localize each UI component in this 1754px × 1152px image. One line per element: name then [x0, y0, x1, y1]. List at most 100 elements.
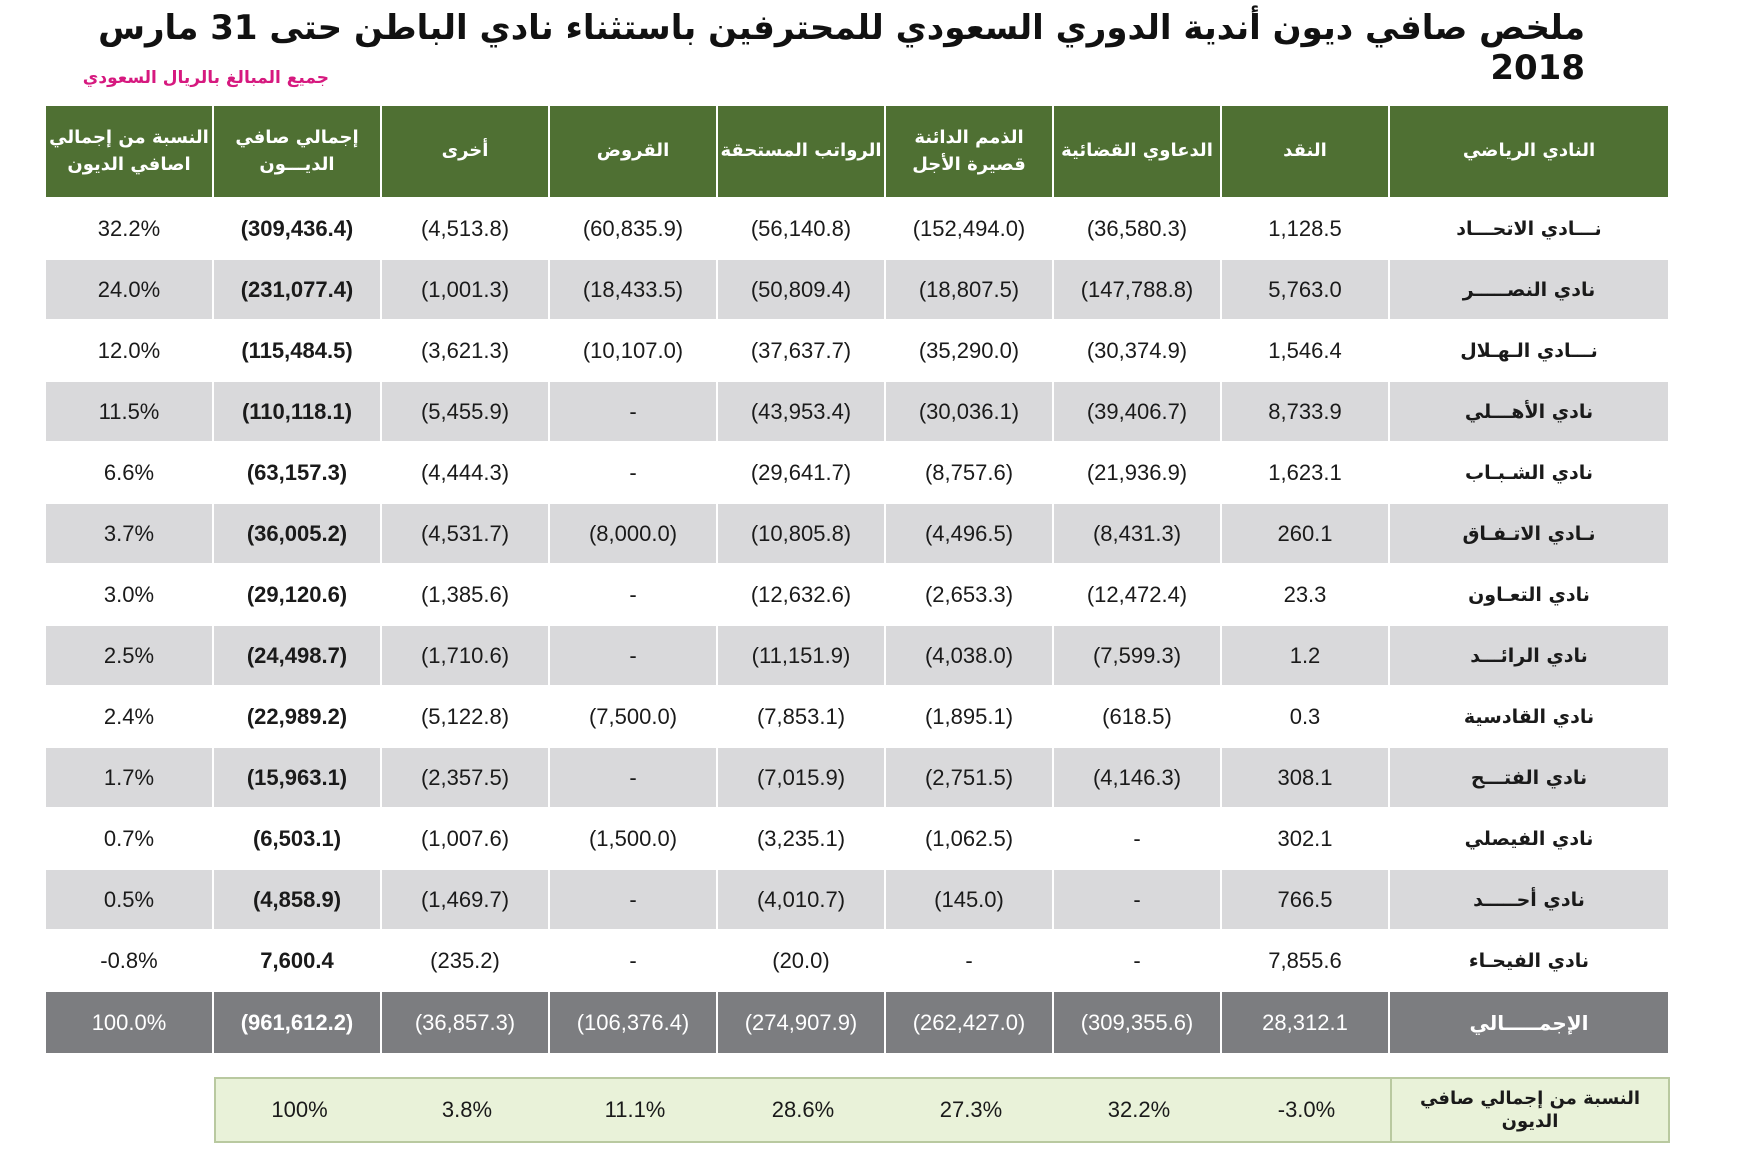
table-row: 12.0% (115,484.5) (3,621.3) (10,107.0) (37,6… [44, 319, 1670, 382]
cell-loans: - [548, 929, 718, 992]
pct-loans: 11.1% [604, 1097, 666, 1122]
cell-share: 6.6% [44, 441, 214, 504]
cell-loans: - [548, 441, 718, 504]
cell-club: نادي القادسية [1388, 685, 1670, 748]
cell-lawsuits: (618.5) [1052, 685, 1222, 748]
cell-other: (1,007.6) [380, 807, 550, 870]
cell-total: (110,118.1) [212, 380, 382, 443]
cell-payables: (4,496.5) [884, 502, 1054, 565]
cell-salaries: (56,140.8) [716, 197, 886, 260]
percentage-row: 100% 3.8% 11.1% 28.6% 27.3% 32.2% -3.0% … [215, 1078, 1669, 1142]
cell-other: (1,469.7) [380, 868, 550, 931]
table-row: 0.5% (4,858.9) (1,469.7) - (4,010.7) (145.0) -… [44, 868, 1670, 931]
cell-share: 3.7% [44, 502, 214, 565]
cell-lawsuits: (21,936.9) [1052, 441, 1222, 504]
cell-lawsuits: - [1052, 868, 1222, 931]
table-row: 6.6% (63,157.3) (4,444.3) - (29,641.7) (8,757… [44, 441, 1670, 504]
pct-total: 100% [271, 1097, 328, 1122]
table-row: 1.7% (15,963.1) (2,357.5) - (7,015.9) (2,751.… [44, 746, 1670, 809]
cell-other: (5,455.9) [380, 380, 550, 443]
cell-payables: (30,036.1) [884, 380, 1054, 443]
cell-share: 12.0% [44, 319, 214, 382]
cell-salaries: (3,235.1) [716, 807, 886, 870]
pct-label: النسبة من إجمالي صافي الديون [1390, 1078, 1669, 1142]
cell-lawsuits: (39,406.7) [1052, 380, 1222, 443]
cell-payables: (8,757.6) [884, 441, 1054, 504]
cell-other: (4,444.3) [380, 441, 550, 504]
cell-share: 24.0% [44, 258, 214, 321]
cell-cash: 0.3 [1220, 685, 1390, 748]
cell-total: (36,005.2) [212, 502, 382, 565]
cell-lawsuits: (36,580.3) [1052, 197, 1222, 260]
cell-payables: (1,062.5) [884, 807, 1054, 870]
total-total: (961,612.2) [212, 990, 382, 1055]
cell-salaries: (7,015.9) [716, 746, 886, 809]
cell-club: نادي التعـاون [1388, 563, 1670, 626]
cell-loans: (10,107.0) [548, 319, 718, 382]
currency-note: جميع المبالغ بالريال السعودي [82, 68, 329, 88]
cell-cash: 1,128.5 [1220, 197, 1390, 260]
cell-cash: 302.1 [1220, 807, 1390, 870]
cell-other: (1,385.6) [380, 563, 550, 626]
cell-club: نادي النصـــــر [1388, 258, 1670, 321]
total-lawsuits: (309,355.6) [1052, 990, 1222, 1055]
cell-total: (309,436.4) [212, 197, 382, 260]
cell-loans: (8,000.0) [548, 502, 718, 565]
cell-payables: (4,038.0) [884, 624, 1054, 687]
cell-lawsuits: (147,788.8) [1052, 258, 1222, 321]
cell-loans: - [548, 563, 718, 626]
total-row: 100.0% (961,612.2) (36,857.3) (106,376.4… [44, 990, 1670, 1055]
cell-salaries: (7,853.1) [716, 685, 886, 748]
header-salaries: الرواتب المستحقة [716, 104, 886, 199]
cell-payables: (152,494.0) [884, 197, 1054, 260]
cell-total: (231,077.4) [212, 258, 382, 321]
cell-lawsuits: - [1052, 929, 1222, 992]
table-row: 2.4% (22,989.2) (5,122.8) (7,500.0) (7,853.1… [44, 685, 1670, 748]
cell-salaries: (37,637.7) [716, 319, 886, 382]
header-row: النسبة من إجمالي اصافي الديون إجمالي صاف… [44, 104, 1670, 199]
debt-table: النسبة من إجمالي اصافي الديون إجمالي صاف… [44, 104, 1670, 1055]
cell-lawsuits: (4,146.3) [1052, 746, 1222, 809]
cell-other: (4,531.7) [380, 502, 550, 565]
cell-other: (3,621.3) [380, 319, 550, 382]
cell-salaries: (11,151.9) [716, 624, 886, 687]
table-row: 32.2% (309,436.4) (4,513.8) (60,835.9) (56,1… [44, 197, 1670, 260]
header-payables: الذمم الدائنة قصيرة الأجل [884, 104, 1054, 199]
cell-club: نادي الفيحـاء [1388, 929, 1670, 992]
cell-payables: (2,751.5) [884, 746, 1054, 809]
cell-payables: (2,653.3) [884, 563, 1054, 626]
cell-club: نادي الشـبـاب [1388, 441, 1670, 504]
cell-share: 3.0% [44, 563, 214, 626]
cell-club: نـــادي الاتحـــاد [1388, 197, 1670, 260]
cell-cash: 7,855.6 [1220, 929, 1390, 992]
cell-lawsuits: (8,431.3) [1052, 502, 1222, 565]
header-loans: القروض [548, 104, 718, 199]
cell-salaries: (4,010.7) [716, 868, 886, 931]
total-loans: (106,376.4) [548, 990, 718, 1055]
cell-salaries: (20.0) [716, 929, 886, 992]
header-share: النسبة من إجمالي اصافي الديون [44, 104, 214, 199]
cell-share: 11.5% [44, 380, 214, 443]
header-club: النادي الرياضي [1388, 104, 1670, 199]
cell-total: (63,157.3) [212, 441, 382, 504]
cell-payables: (35,290.0) [884, 319, 1054, 382]
table-row: 3.0% (29,120.6) (1,385.6) - (12,632.6) (2,653… [44, 563, 1670, 626]
cell-share: -0.8% [44, 929, 214, 992]
total-label: الإجمـــــالي [1388, 990, 1670, 1055]
total-cash: 28,312.1 [1220, 990, 1390, 1055]
cell-other: (1,710.6) [380, 624, 550, 687]
cell-salaries: (10,805.8) [716, 502, 886, 565]
cell-payables: - [884, 929, 1054, 992]
page-title: ملخص صافي ديون أندية الدوري السعودي للمح… [98, 8, 1585, 88]
cell-payables: (1,895.1) [884, 685, 1054, 748]
pct-payables: 27.3% [939, 1097, 1003, 1122]
cell-cash: 1.2 [1220, 624, 1390, 687]
cell-salaries: (50,809.4) [716, 258, 886, 321]
table-row: 0.7% (6,503.1) (1,007.6) (1,500.0) (3,235.1)… [44, 807, 1670, 870]
cell-share: 32.2% [44, 197, 214, 260]
table-row: 2.5% (24,498.7) (1,710.6) - (11,151.9) (4,038… [44, 624, 1670, 687]
pct-cash: -3.0% [1277, 1097, 1336, 1122]
cell-club: نادي الأهـــلي [1388, 380, 1670, 443]
total-other: (36,857.3) [380, 990, 550, 1055]
cell-loans: (18,433.5) [548, 258, 718, 321]
